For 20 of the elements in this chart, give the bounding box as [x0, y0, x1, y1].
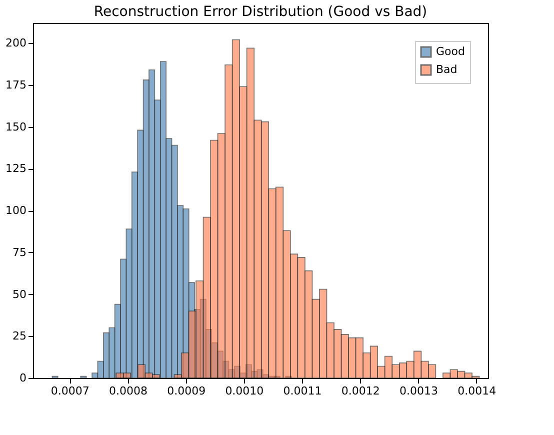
- y-tick-label: 100: [6, 204, 26, 218]
- x-tick-label: 0.0011: [283, 384, 322, 398]
- x-tick-label: 0.0008: [108, 384, 148, 398]
- legend-label: Bad: [436, 63, 458, 76]
- x-tick-label: 0.0014: [458, 384, 496, 398]
- y-tick-label: 75: [12, 246, 26, 259]
- y-tick-label: 25: [12, 330, 26, 343]
- chart-title: Reconstruction Error Distribution (Good vs Bad): [94, 4, 428, 20]
- y-tick-label: 175: [6, 78, 26, 92]
- y-tick-label: 50: [12, 288, 26, 301]
- x-tick-label: 0.0013: [400, 384, 438, 398]
- x-tick-label: 0.0007: [50, 384, 90, 398]
- legend-label: Good: [436, 45, 465, 58]
- y-tick-label: 200: [6, 36, 26, 50]
- x-tick-label: 0.0012: [341, 384, 380, 398]
- y-tick-label: 125: [6, 162, 26, 176]
- x-tick-label: 0.0009: [167, 384, 206, 398]
- x-tick-label: 0.0010: [225, 384, 264, 398]
- y-tick-label: 0: [20, 372, 26, 384]
- y-tick-label: 150: [6, 120, 26, 134]
